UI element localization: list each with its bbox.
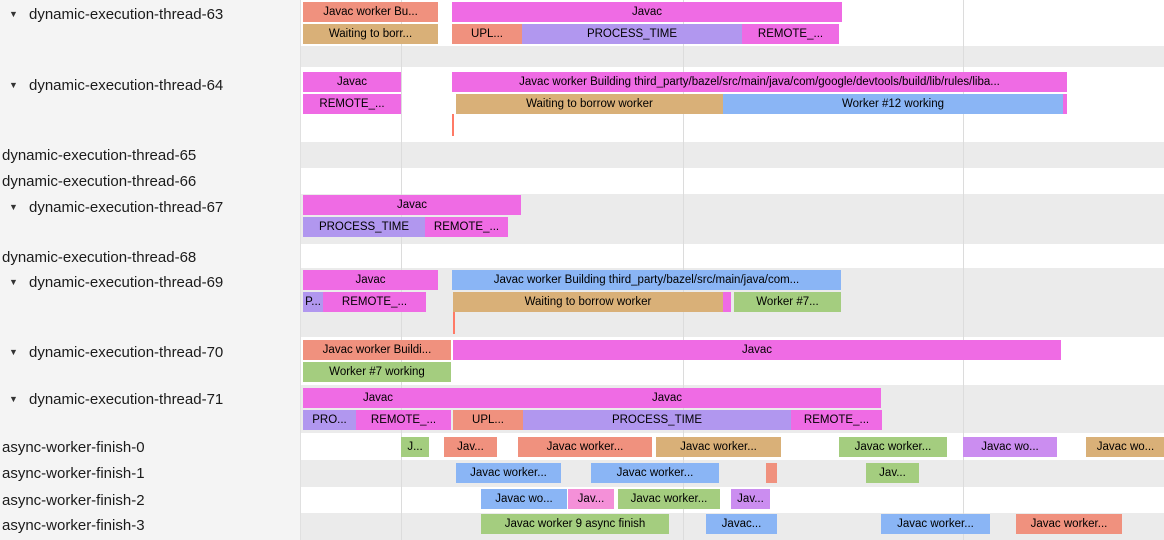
trace-slice[interactable]: Javac wo...	[481, 489, 567, 509]
collapse-triangle-icon[interactable]: ▼	[9, 277, 18, 287]
trace-slice[interactable]: Javac wo...	[963, 437, 1057, 457]
row-band	[301, 46, 1164, 67]
trace-slice[interactable]: Javac	[303, 72, 401, 92]
trace-slice[interactable]: Javac worker...	[591, 463, 719, 483]
flow-marker	[452, 114, 454, 136]
track-label-text: dynamic-execution-thread-63	[29, 5, 224, 23]
trace-slice[interactable]: Javac worker...	[518, 437, 652, 457]
collapse-triangle-icon[interactable]: ▼	[9, 202, 18, 212]
trace-slice[interactable]: REMOTE_...	[323, 292, 426, 312]
trace-slice[interactable]: Javac	[453, 388, 881, 408]
collapse-triangle-icon[interactable]: ▼	[9, 9, 18, 19]
trace-slice[interactable]: Jav...	[866, 463, 919, 483]
track-label-text: dynamic-execution-thread-71	[29, 390, 224, 408]
trace-slice[interactable]: UPL...	[452, 24, 522, 44]
trace-slice[interactable]	[1063, 94, 1067, 114]
track-label-text: async-worker-finish-3	[2, 516, 145, 534]
track-label-async-worker-finish-0[interactable]: async-worker-finish-0	[0, 436, 300, 458]
trace-slice[interactable]: PROCESS_TIME	[303, 217, 425, 237]
trace-slice[interactable]: Javac worker...	[839, 437, 947, 457]
row-band	[301, 168, 1164, 194]
trace-slice[interactable]: Javac worker 9 async finish	[481, 514, 669, 534]
trace-slice[interactable]: Javac worker...	[618, 489, 720, 509]
row-band	[301, 142, 1164, 168]
track-label-text: async-worker-finish-1	[2, 464, 145, 482]
trace-slice[interactable]	[723, 292, 731, 312]
trace-slice[interactable]: Waiting to borrow worker	[453, 292, 723, 312]
timeline-canvas[interactable]: Javac worker Bu... Javac Waiting to borr..…	[300, 0, 1164, 540]
track-label-text: dynamic-execution-thread-70	[29, 343, 224, 361]
track-label-dynamic-execution-thread-63[interactable]: ▼ dynamic-execution-thread-63	[0, 3, 300, 25]
trace-slice[interactable]: REMOTE_...	[303, 94, 401, 114]
trace-slice[interactable]: REMOTE_...	[356, 410, 451, 430]
trace-slice[interactable]: Javac	[303, 270, 438, 290]
trace-slice[interactable]: Waiting to borr...	[303, 24, 438, 44]
track-label-text: async-worker-finish-2	[2, 491, 145, 509]
trace-slice[interactable]: Javac	[452, 2, 842, 22]
track-label-dynamic-execution-thread-71[interactable]: ▼ dynamic-execution-thread-71	[0, 388, 300, 410]
trace-slice[interactable]: PROCESS_TIME	[522, 24, 742, 44]
trace-slice[interactable]: Waiting to borrow worker	[456, 94, 723, 114]
collapse-triangle-icon[interactable]: ▼	[9, 394, 18, 404]
collapse-triangle-icon[interactable]: ▼	[9, 347, 18, 357]
track-label-text: async-worker-finish-0	[2, 438, 145, 456]
track-label-text: dynamic-execution-thread-69	[29, 273, 224, 291]
track-label-dynamic-execution-thread-65[interactable]: dynamic-execution-thread-65	[0, 144, 300, 166]
trace-slice[interactable]: Javac	[453, 340, 1061, 360]
trace-slice[interactable]: PRO...	[303, 410, 356, 430]
trace-slice[interactable]: Javac...	[706, 514, 777, 534]
trace-slice[interactable]: P...	[303, 292, 323, 312]
track-label-text: dynamic-execution-thread-65	[2, 146, 197, 164]
track-sidebar: ▼ dynamic-execution-thread-63 ▼ dynamic-exe…	[0, 0, 300, 540]
trace-slice[interactable]: Javac worker...	[881, 514, 990, 534]
trace-slice[interactable]: Javac worker...	[656, 437, 781, 457]
track-label-async-worker-finish-1[interactable]: async-worker-finish-1	[0, 462, 300, 484]
trace-slice[interactable]: PROCESS_TIME	[523, 410, 791, 430]
trace-slice[interactable]: Worker #7...	[734, 292, 841, 312]
track-label-text: dynamic-execution-thread-67	[29, 198, 224, 216]
trace-slice[interactable]: Javac	[303, 195, 521, 215]
row-band	[301, 244, 1164, 268]
trace-slice[interactable]: Javac worker...	[1016, 514, 1122, 534]
trace-slice[interactable]: J...	[401, 437, 429, 457]
trace-slice[interactable]: REMOTE_...	[791, 410, 882, 430]
trace-slice[interactable]: Javac	[303, 388, 453, 408]
trace-slice[interactable]: Jav...	[568, 489, 614, 509]
time-gridline	[963, 0, 964, 540]
trace-slice[interactable]: Jav...	[731, 489, 770, 509]
trace-slice[interactable]: Javac worker...	[456, 463, 561, 483]
trace-slice[interactable]: Javac wo...	[1086, 437, 1164, 457]
track-label-text: dynamic-execution-thread-66	[2, 172, 197, 190]
track-label-dynamic-execution-thread-64[interactable]: ▼ dynamic-execution-thread-64	[0, 74, 300, 96]
track-label-dynamic-execution-thread-69[interactable]: ▼ dynamic-execution-thread-69	[0, 271, 300, 293]
track-label-text: dynamic-execution-thread-68	[2, 248, 197, 266]
trace-slice[interactable]: Javac worker Building third_party/bazel/…	[452, 72, 1067, 92]
track-label-dynamic-execution-thread-66[interactable]: dynamic-execution-thread-66	[0, 170, 300, 192]
track-label-text: dynamic-execution-thread-64	[29, 76, 224, 94]
track-label-async-worker-finish-2[interactable]: async-worker-finish-2	[0, 489, 300, 511]
track-label-dynamic-execution-thread-67[interactable]: ▼ dynamic-execution-thread-67	[0, 196, 300, 218]
trace-slice[interactable]: Jav...	[444, 437, 497, 457]
trace-slice[interactable]: Javac worker Bu...	[303, 2, 438, 22]
track-label-async-worker-finish-3[interactable]: async-worker-finish-3	[0, 514, 300, 536]
row-band	[301, 460, 1164, 487]
trace-slice[interactable]: Javac worker Building third_party/bazel/…	[452, 270, 841, 290]
trace-slice[interactable]: Javac worker Buildi...	[303, 340, 451, 360]
flow-marker	[453, 312, 455, 334]
track-label-dynamic-execution-thread-68[interactable]: dynamic-execution-thread-68	[0, 246, 300, 268]
trace-slice[interactable]: REMOTE_...	[742, 24, 839, 44]
trace-slice[interactable]: UPL...	[453, 410, 523, 430]
collapse-triangle-icon[interactable]: ▼	[9, 80, 18, 90]
trace-slice[interactable]: Worker #12 working	[723, 94, 1063, 114]
trace-slice[interactable]: Worker #7 working	[303, 362, 451, 382]
trace-slice[interactable]: REMOTE_...	[425, 217, 508, 237]
track-label-dynamic-execution-thread-70[interactable]: ▼ dynamic-execution-thread-70	[0, 341, 300, 363]
trace-slice[interactable]	[766, 463, 777, 483]
